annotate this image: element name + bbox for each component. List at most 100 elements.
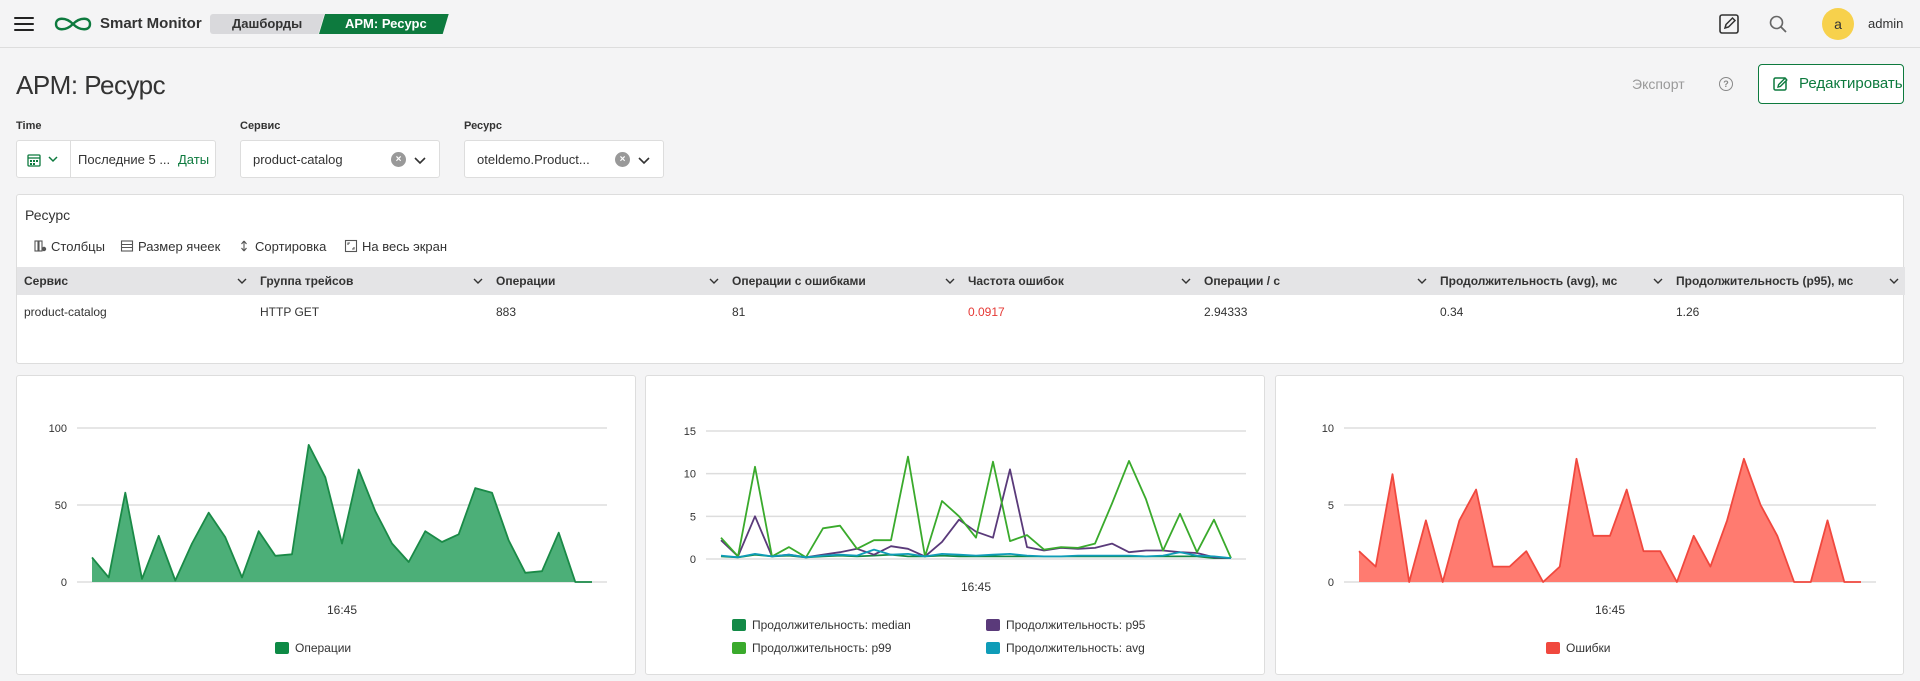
series-line bbox=[1358, 457, 1861, 583]
cell-size-tool-label: Размер ячеек bbox=[138, 239, 221, 254]
service-select-value: product-catalog bbox=[253, 152, 343, 167]
column-header-label: Группа трейсов bbox=[260, 274, 354, 288]
edit-button[interactable]: Редактировать bbox=[1758, 64, 1904, 104]
fullscreen-tool[interactable]: На весь экран bbox=[344, 239, 447, 254]
y-tick-label: 5 bbox=[1328, 500, 1334, 512]
username[interactable]: admin bbox=[1868, 16, 1904, 31]
legend-swatch bbox=[732, 619, 746, 631]
column-header-duration-avg[interactable]: Продолжительность (avg), мс bbox=[1433, 267, 1669, 295]
errors-chart: 0 5 10 16:45 bbox=[1322, 423, 1876, 617]
service-filter-label: Сервис bbox=[240, 120, 281, 132]
y-tick-label: 0 bbox=[1328, 577, 1334, 589]
breadcrumb-current[interactable]: APM: Ресурс bbox=[319, 14, 449, 34]
chevron-down-icon[interactable] bbox=[945, 277, 955, 285]
column-header-service[interactable]: Сервис bbox=[17, 267, 253, 295]
series-line bbox=[720, 455, 1232, 559]
sort-icon bbox=[241, 240, 247, 252]
legend-item-operations[interactable]: Операции bbox=[275, 641, 351, 655]
cell-duration-avg: 0.34 bbox=[1440, 305, 1464, 319]
edit-page-icon[interactable] bbox=[1717, 12, 1741, 36]
dates-link[interactable]: Даты bbox=[178, 152, 210, 167]
legend-swatch bbox=[732, 642, 746, 654]
resource-table-panel: Ресурс Столбцы Размер ячеек Сортировка Н… bbox=[16, 194, 1905, 364]
chevron-down-icon[interactable] bbox=[1181, 277, 1191, 285]
column-header-label: Продолжительность (avg), мс bbox=[1440, 274, 1618, 288]
service-select[interactable]: product-catalog × bbox=[240, 140, 440, 178]
column-header-label: Операции с ошибками bbox=[732, 274, 866, 288]
legend-label: Продолжительность: p95 bbox=[1006, 618, 1146, 632]
resource-select[interactable]: oteldemo.Product... × bbox=[464, 140, 664, 178]
cell-error-rate: 0.0917 bbox=[968, 305, 1005, 319]
table-panel-title: Ресурс bbox=[25, 207, 71, 223]
y-tick-label: 0 bbox=[690, 554, 696, 566]
legend-item-p95[interactable]: Продолжительность: p95 bbox=[986, 618, 1145, 632]
sort-tool-label: Сортировка bbox=[255, 239, 327, 254]
operations-chart: 0 50 100 16:45 bbox=[49, 423, 607, 617]
avatar[interactable]: a bbox=[1822, 8, 1854, 40]
brand-name: Smart Monitor bbox=[100, 15, 202, 32]
cell-operations: 883 bbox=[496, 305, 517, 319]
time-filter-label: Time bbox=[16, 120, 42, 132]
table-header: Сервис Группа трейсов Операции Операции … bbox=[17, 267, 1905, 295]
logo-icon bbox=[54, 17, 92, 31]
chevron-down-icon[interactable] bbox=[709, 277, 719, 285]
time-filter-value[interactable]: Последние 5 ... bbox=[78, 152, 171, 167]
columns-tool-label: Столбцы bbox=[51, 239, 105, 254]
chevron-down-icon[interactable] bbox=[237, 277, 247, 285]
top-bar: Smart Monitor Дашборды APM: Ресурс a adm… bbox=[0, 0, 1920, 48]
legend-item-median[interactable]: Продолжительность: median bbox=[732, 618, 911, 632]
column-header-label: Операции bbox=[496, 274, 556, 288]
resource-clear-icon[interactable]: × bbox=[615, 152, 630, 167]
help-icon[interactable]: ? bbox=[1719, 77, 1733, 91]
legend-label: Операции bbox=[295, 641, 352, 655]
cell-ops-per-sec: 2.94333 bbox=[1204, 305, 1248, 319]
column-header-duration-p95[interactable]: Продолжительность (p95), мс bbox=[1669, 267, 1905, 295]
errors-chart-panel: 0 5 10 16:45 Ошибки bbox=[1275, 375, 1904, 675]
resource-select-value: oteldemo.Product... bbox=[477, 152, 590, 167]
column-header-operations[interactable]: Операции bbox=[489, 267, 725, 295]
chevron-down-icon[interactable] bbox=[1653, 277, 1663, 285]
service-clear-icon[interactable]: × bbox=[391, 152, 406, 167]
y-tick-label: 100 bbox=[49, 423, 67, 435]
time-preset-chevron-icon[interactable] bbox=[48, 155, 58, 163]
search-icon[interactable] bbox=[1766, 12, 1790, 36]
legend-swatch bbox=[986, 619, 1000, 631]
x-tick-label: 16:45 bbox=[1595, 603, 1625, 617]
column-header-error-operations[interactable]: Операции с ошибками bbox=[725, 267, 961, 295]
export-button[interactable]: Экспорт bbox=[1632, 76, 1685, 92]
service-chevron-icon[interactable] bbox=[413, 153, 427, 167]
column-header-trace-group[interactable]: Группа трейсов bbox=[253, 267, 489, 295]
column-header-label: Частота ошибок bbox=[968, 274, 1064, 288]
cell-trace-group: HTTP GET bbox=[260, 305, 320, 319]
legend-label: Продолжительность: median bbox=[752, 618, 911, 632]
calendar-icon[interactable] bbox=[27, 153, 41, 167]
y-tick-label: 5 bbox=[690, 511, 696, 523]
legend-item-p99[interactable]: Продолжительность: p99 bbox=[732, 641, 891, 655]
x-tick-label: 16:45 bbox=[327, 603, 357, 617]
chevron-down-icon[interactable] bbox=[1417, 277, 1427, 285]
chevron-down-icon[interactable] bbox=[1889, 277, 1899, 285]
duration-chart: 0 5 10 15 16:45 bbox=[684, 426, 1246, 594]
resource-chevron-icon[interactable] bbox=[637, 153, 651, 167]
legend-swatch bbox=[1546, 642, 1560, 654]
series-area bbox=[92, 444, 592, 582]
cell-service: product-catalog bbox=[24, 305, 107, 319]
operations-chart-panel: 0 50 100 16:45 Операции bbox=[16, 375, 636, 675]
series-line bbox=[720, 548, 1232, 559]
legend-label: Продолжительность: avg bbox=[1006, 641, 1145, 655]
legend-item-errors[interactable]: Ошибки bbox=[1546, 641, 1611, 655]
page-title: APM: Ресурс bbox=[16, 70, 166, 100]
column-header-ops-per-sec[interactable]: Операции / с bbox=[1197, 267, 1433, 295]
y-tick-label: 0 bbox=[61, 577, 67, 589]
column-header-error-rate[interactable]: Частота ошибок bbox=[961, 267, 1197, 295]
cell-size-tool[interactable]: Размер ячеек bbox=[120, 239, 220, 254]
breadcrumb-dashboards[interactable]: Дашборды bbox=[210, 14, 324, 34]
menu-icon[interactable] bbox=[14, 14, 34, 34]
column-header-label: Операции / с bbox=[1204, 274, 1281, 288]
time-filter: Последние 5 ... Даты bbox=[16, 140, 216, 178]
resource-filter-label: Ресурс bbox=[464, 120, 502, 132]
sort-tool[interactable]: Сортировка bbox=[237, 239, 326, 254]
legend-item-avg[interactable]: Продолжительность: avg bbox=[986, 641, 1145, 655]
columns-tool[interactable]: Столбцы bbox=[33, 239, 105, 254]
chevron-down-icon[interactable] bbox=[473, 277, 483, 285]
